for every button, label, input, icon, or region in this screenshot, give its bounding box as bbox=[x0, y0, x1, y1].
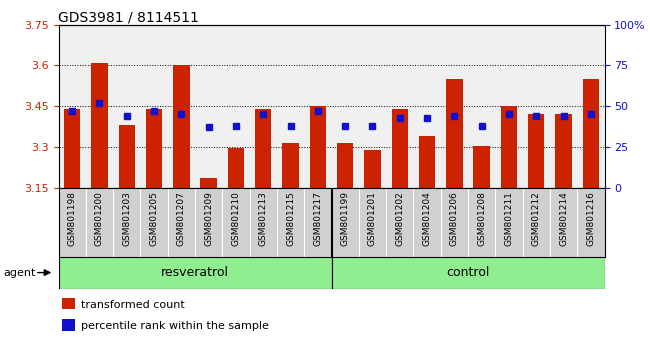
Text: GSM801207: GSM801207 bbox=[177, 191, 186, 246]
Text: GSM801198: GSM801198 bbox=[68, 191, 77, 246]
Text: GDS3981 / 8114511: GDS3981 / 8114511 bbox=[58, 11, 200, 25]
Text: GSM801215: GSM801215 bbox=[286, 191, 295, 246]
Bar bbox=[473, 145, 490, 188]
Text: GSM801199: GSM801199 bbox=[341, 191, 350, 246]
Bar bbox=[528, 114, 545, 188]
Bar bbox=[118, 125, 135, 188]
Bar bbox=[200, 178, 217, 188]
Bar bbox=[91, 63, 108, 188]
Bar bbox=[555, 114, 572, 188]
Text: GSM801213: GSM801213 bbox=[259, 191, 268, 246]
Bar bbox=[173, 65, 190, 188]
Bar bbox=[62, 298, 75, 309]
Bar bbox=[255, 109, 272, 188]
Text: resveratrol: resveratrol bbox=[161, 266, 229, 279]
Text: GSM801208: GSM801208 bbox=[477, 191, 486, 246]
Bar bbox=[337, 143, 354, 188]
Text: GSM801217: GSM801217 bbox=[313, 191, 322, 246]
Bar bbox=[62, 319, 75, 331]
Bar bbox=[364, 150, 381, 188]
Bar bbox=[582, 79, 599, 188]
Bar bbox=[332, 257, 604, 289]
Text: percentile rank within the sample: percentile rank within the sample bbox=[81, 321, 269, 331]
Bar bbox=[64, 109, 81, 188]
Text: GSM801202: GSM801202 bbox=[395, 191, 404, 246]
Text: GSM801205: GSM801205 bbox=[150, 191, 159, 246]
Text: GSM801211: GSM801211 bbox=[504, 191, 514, 246]
Text: agent: agent bbox=[3, 268, 36, 278]
Text: GSM801214: GSM801214 bbox=[559, 191, 568, 246]
Bar bbox=[58, 257, 332, 289]
Text: GSM801216: GSM801216 bbox=[586, 191, 595, 246]
Text: GSM801204: GSM801204 bbox=[422, 191, 432, 246]
Text: GSM801203: GSM801203 bbox=[122, 191, 131, 246]
Bar bbox=[391, 109, 408, 188]
Text: GSM801209: GSM801209 bbox=[204, 191, 213, 246]
Bar bbox=[419, 136, 436, 188]
Text: GSM801200: GSM801200 bbox=[95, 191, 104, 246]
Text: control: control bbox=[447, 266, 489, 279]
Text: transformed count: transformed count bbox=[81, 299, 185, 310]
Bar bbox=[446, 79, 463, 188]
Bar bbox=[282, 143, 299, 188]
Text: GSM801210: GSM801210 bbox=[231, 191, 240, 246]
Bar bbox=[227, 148, 244, 188]
Bar bbox=[500, 106, 517, 188]
Bar bbox=[146, 109, 162, 188]
Text: GSM801212: GSM801212 bbox=[532, 191, 541, 246]
Text: GSM801201: GSM801201 bbox=[368, 191, 377, 246]
Text: GSM801206: GSM801206 bbox=[450, 191, 459, 246]
Bar bbox=[309, 106, 326, 188]
